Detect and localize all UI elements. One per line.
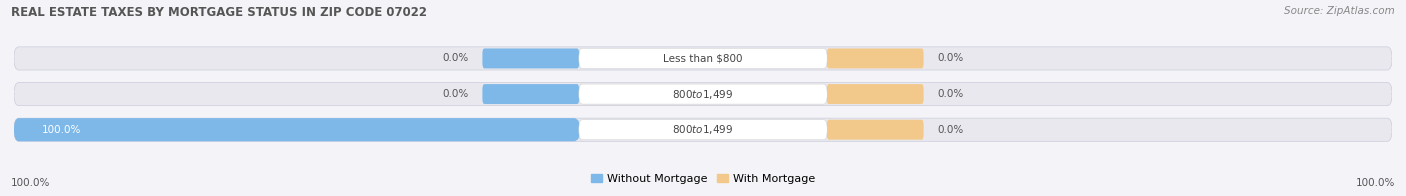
Legend: Without Mortgage, With Mortgage: Without Mortgage, With Mortgage xyxy=(586,170,820,189)
Text: 0.0%: 0.0% xyxy=(443,54,468,64)
Text: 100.0%: 100.0% xyxy=(1355,178,1395,188)
FancyBboxPatch shape xyxy=(827,48,924,68)
FancyBboxPatch shape xyxy=(14,47,1392,70)
FancyBboxPatch shape xyxy=(827,120,924,140)
FancyBboxPatch shape xyxy=(482,120,579,140)
FancyBboxPatch shape xyxy=(482,84,579,104)
Text: 0.0%: 0.0% xyxy=(938,89,963,99)
FancyBboxPatch shape xyxy=(14,83,1392,106)
FancyBboxPatch shape xyxy=(14,118,1392,141)
FancyBboxPatch shape xyxy=(579,48,827,68)
Text: 100.0%: 100.0% xyxy=(42,125,82,135)
FancyBboxPatch shape xyxy=(579,84,827,104)
FancyBboxPatch shape xyxy=(579,120,827,140)
Text: 0.0%: 0.0% xyxy=(938,125,963,135)
Text: REAL ESTATE TAXES BY MORTGAGE STATUS IN ZIP CODE 07022: REAL ESTATE TAXES BY MORTGAGE STATUS IN … xyxy=(11,6,427,19)
Text: 0.0%: 0.0% xyxy=(938,54,963,64)
Text: $800 to $1,499: $800 to $1,499 xyxy=(672,123,734,136)
Text: 100.0%: 100.0% xyxy=(11,178,51,188)
Text: Less than $800: Less than $800 xyxy=(664,54,742,64)
Text: $800 to $1,499: $800 to $1,499 xyxy=(672,88,734,101)
Text: Source: ZipAtlas.com: Source: ZipAtlas.com xyxy=(1284,6,1395,16)
FancyBboxPatch shape xyxy=(482,48,579,68)
FancyBboxPatch shape xyxy=(827,84,924,104)
FancyBboxPatch shape xyxy=(14,118,579,141)
Text: 0.0%: 0.0% xyxy=(443,89,468,99)
